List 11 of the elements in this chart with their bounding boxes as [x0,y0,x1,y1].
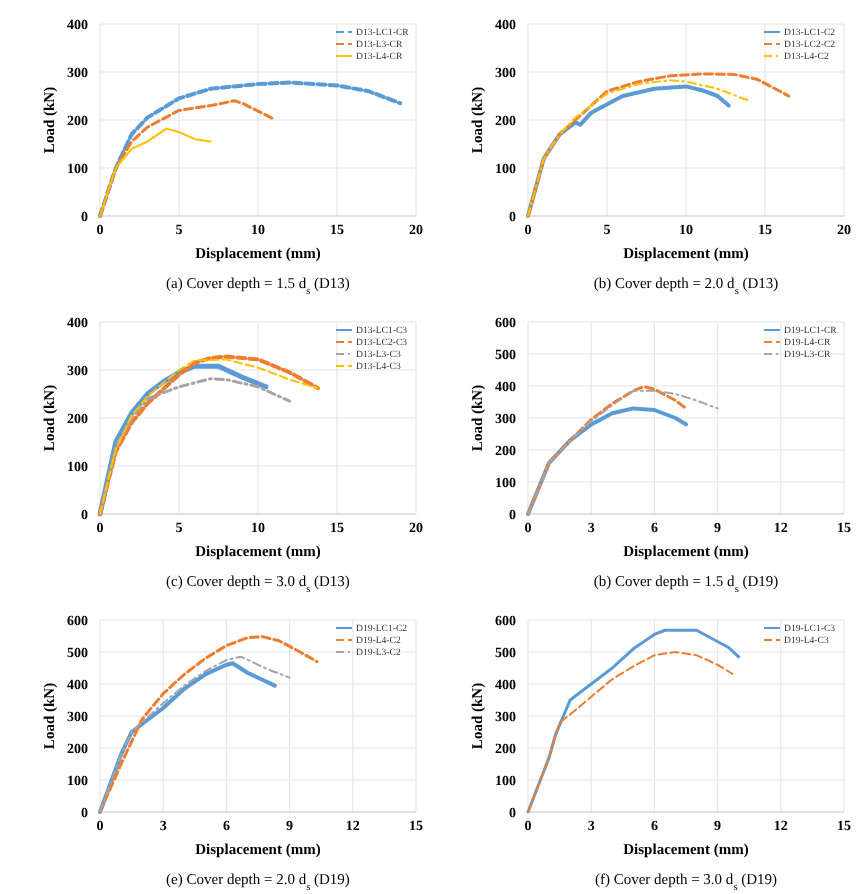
line-series [98,377,292,516]
line-series [527,651,734,813]
line-series [98,99,276,218]
line-series [526,385,688,516]
line-series [526,72,791,218]
line-series [527,389,719,515]
line-series [98,635,319,814]
line-series [99,127,212,217]
line-series [526,406,688,516]
line-series [98,80,403,218]
line-series [526,628,741,814]
